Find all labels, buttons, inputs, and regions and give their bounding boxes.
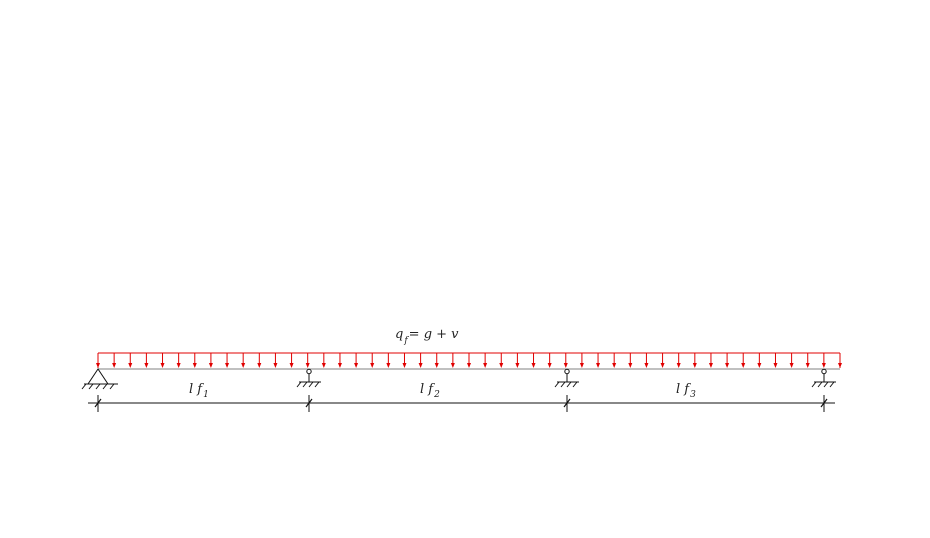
load-arrow-head — [660, 363, 665, 368]
load-arrow-head — [418, 363, 423, 368]
span-label-1-text: l f — [189, 382, 204, 397]
span-label-2-index: 2 — [433, 390, 440, 400]
support-hatch — [823, 381, 829, 388]
support-hatch — [109, 383, 115, 390]
load-arrow-head — [547, 363, 552, 368]
load-arrow-head — [741, 363, 746, 368]
load-arrow-head — [596, 363, 601, 368]
load-arrow-head — [450, 363, 455, 368]
load-arrow-head — [354, 363, 359, 368]
span-label-2-text: l f — [420, 382, 435, 397]
load-arrow-head — [676, 363, 681, 368]
load-arrow-head — [708, 363, 713, 368]
load-arrow-head — [805, 363, 810, 368]
span-label-2: l f2 — [420, 382, 440, 400]
supports — [81, 368, 836, 390]
load-arrow-head — [483, 363, 488, 368]
span-label-1: l f1 — [189, 382, 209, 400]
span-label-3-index: 3 — [690, 390, 696, 400]
roller-support-pin — [821, 368, 827, 375]
load-arrow-head — [192, 363, 197, 368]
dimension-slash-mark — [820, 398, 828, 408]
support-hatch — [308, 381, 314, 388]
load-arrow-head — [225, 363, 230, 368]
load-arrow-head — [208, 363, 213, 368]
load-arrow-head — [112, 363, 117, 368]
load-arrow-head — [96, 363, 100, 368]
load-arrow-head — [838, 363, 842, 368]
load-subscript: f — [403, 336, 409, 346]
distributed-load — [96, 352, 842, 368]
load-arrow-head — [725, 363, 730, 368]
load-arrow-head — [467, 363, 471, 368]
support-hatch — [560, 381, 566, 388]
load-arrow-head — [144, 363, 149, 368]
support-hatch — [554, 381, 560, 388]
support-hatch — [95, 383, 101, 390]
load-label: qf= g + v — [395, 327, 459, 346]
load-arrow-head — [257, 363, 262, 368]
load-arrow-head — [644, 363, 649, 368]
load-arrow-head — [563, 363, 568, 368]
support-hatch — [817, 381, 823, 388]
load-symbol: q — [395, 327, 403, 342]
load-arrow-head — [692, 363, 697, 368]
span-label-3-text: l f — [676, 382, 691, 397]
load-arrow-head — [757, 363, 762, 368]
load-arrow-head — [160, 363, 165, 368]
load-arrow-head — [628, 363, 633, 368]
pin-support-triangle — [87, 368, 109, 385]
load-arrow-head — [821, 363, 826, 368]
load-arrow-head — [321, 363, 326, 368]
support-hatch — [296, 381, 302, 388]
dimension-slash-mark — [563, 398, 571, 408]
support-hatch — [102, 383, 108, 390]
load-arrow-head — [337, 363, 342, 368]
load-arrow-head — [402, 363, 407, 368]
support-hatch — [88, 383, 94, 390]
dimension-line — [88, 395, 835, 412]
support-hatch — [314, 381, 320, 388]
load-arrow-head — [370, 363, 375, 368]
roller-support-pin — [306, 368, 312, 375]
support-hatch — [829, 381, 835, 388]
support-hatch — [81, 383, 87, 390]
load-arrow-head — [773, 363, 778, 368]
roller-support-pin — [564, 368, 570, 375]
load-arrow-head — [128, 363, 133, 368]
load-arrow-head — [499, 363, 504, 368]
support-hatch — [572, 381, 578, 388]
support-hatch — [811, 381, 817, 388]
support-hatch — [566, 381, 572, 388]
span-label-3: l f3 — [676, 382, 696, 400]
load-arrow-head — [579, 363, 584, 368]
load-arrow-head — [273, 363, 278, 368]
load-arrow-head — [305, 363, 310, 368]
load-arrow-head — [241, 363, 246, 368]
load-arrow-head — [289, 363, 294, 368]
load-equation: = g + v — [409, 327, 460, 342]
dimension-slash-mark — [305, 398, 313, 408]
load-arrow-head — [515, 363, 520, 368]
load-arrow-head — [386, 363, 391, 368]
span-label-1-index: 1 — [203, 390, 209, 400]
load-arrow-head — [434, 363, 439, 368]
load-arrow-head — [531, 363, 536, 368]
load-arrow-head — [789, 363, 794, 368]
load-arrow-head — [176, 363, 181, 368]
dimension-slash-mark — [94, 398, 102, 408]
support-hatch — [302, 381, 308, 388]
load-arrow-head — [612, 363, 617, 368]
